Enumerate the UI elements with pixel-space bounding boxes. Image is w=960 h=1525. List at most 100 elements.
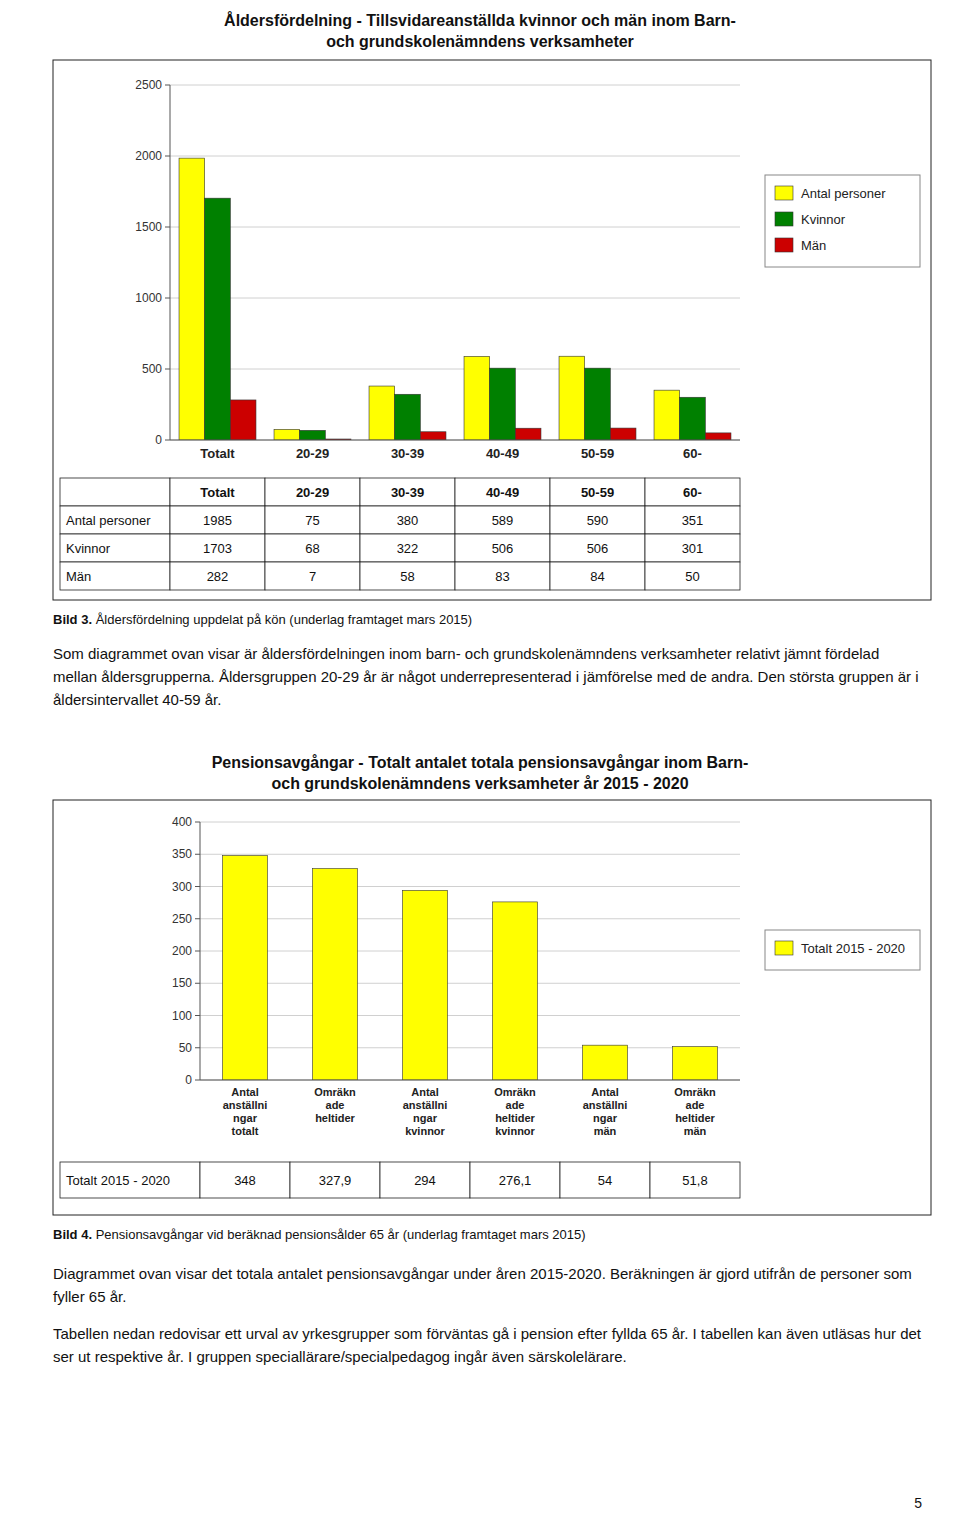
table-cell [265, 506, 360, 534]
table-cell [60, 562, 170, 590]
table-value: 327,9 [319, 1173, 352, 1188]
text-line: heltider [315, 1112, 355, 1124]
tick-mark [195, 983, 200, 984]
legend-label: Antal personer [801, 186, 886, 201]
bar [403, 890, 448, 1080]
bar [420, 432, 446, 440]
tick-mark [165, 298, 170, 299]
table-header: 60- [683, 485, 702, 500]
chart-title: Åldersfördelning - Tillsvidareanställda … [40, 10, 920, 52]
tick-label: 50 [179, 1041, 193, 1055]
grid-line [200, 918, 740, 919]
body-text: Diagrammet ovan visar det totala antalet… [53, 1262, 923, 1382]
table-cell [265, 478, 360, 506]
table-cell [170, 506, 265, 534]
text-line: 20-29 [296, 446, 329, 461]
grid-line [200, 1047, 740, 1048]
table-cell [550, 534, 645, 562]
table-value: 54 [598, 1173, 612, 1188]
text-line: ade [506, 1099, 525, 1111]
tick-label: 300 [172, 880, 192, 894]
table-cell [360, 562, 455, 590]
bar [395, 394, 421, 440]
table-row-label: Totalt 2015 - 2020 [66, 1173, 170, 1188]
bars [179, 158, 731, 440]
tick-label: 200 [172, 944, 192, 958]
legend: Totalt 2015 - 2020 [765, 930, 920, 970]
text-line: ngar [413, 1112, 438, 1124]
tick-mark [165, 369, 170, 370]
bar [583, 1045, 628, 1080]
table-cell [200, 1162, 290, 1198]
text-line: heltider [495, 1112, 535, 1124]
category-label: Totalt [200, 446, 235, 461]
table-cell [645, 478, 740, 506]
bar [369, 386, 395, 440]
chart: 050100150200250300350400Antalanställning… [53, 800, 931, 1215]
tick-mark [195, 1015, 200, 1016]
table-cell [360, 506, 455, 534]
table-cell [265, 562, 360, 590]
text-line: Antal [411, 1086, 439, 1098]
legend-swatch [775, 186, 793, 200]
table-value: 589 [492, 513, 514, 528]
tick-mark [195, 854, 200, 855]
text-line: 40-49 [486, 446, 519, 461]
bar [223, 856, 268, 1080]
x-axis-line [200, 1080, 740, 1081]
table-value: 7 [309, 569, 316, 584]
table-row-label: Män [66, 569, 91, 584]
bar [313, 869, 358, 1080]
table-header: 20-29 [296, 485, 329, 500]
caption: Bild 4. Pensionsavgångar vid beräknad pe… [53, 1227, 931, 1242]
legend-swatch [775, 212, 793, 226]
text-line: anställni [583, 1099, 628, 1111]
chart-frame [53, 60, 931, 600]
page-number: 5 [914, 1495, 922, 1511]
table-value: 276,1 [499, 1173, 532, 1188]
text-line: kvinnor [495, 1125, 535, 1137]
tick-mark [195, 886, 200, 887]
bars [223, 856, 718, 1080]
category-label: 40-49 [486, 446, 519, 461]
table-cell [60, 534, 170, 562]
tick-label: 0 [185, 1073, 192, 1087]
bar [490, 368, 516, 440]
text-line: anställni [223, 1099, 268, 1111]
bar [230, 400, 256, 440]
tick-label: 350 [172, 847, 192, 861]
legend-frame [765, 175, 920, 267]
text-line: ade [686, 1099, 705, 1111]
table-value: 506 [492, 541, 514, 556]
text-line: kvinnor [405, 1125, 445, 1137]
table-value: 590 [587, 513, 609, 528]
table-cell [380, 1162, 470, 1198]
category-label: 20-29 [296, 446, 329, 461]
y-axis-line [200, 822, 201, 1080]
table-cell [455, 534, 550, 562]
bar [705, 433, 731, 440]
bar [493, 902, 538, 1080]
bar [559, 356, 585, 440]
paragraph: Tabellen nedan redovisar ett urval av yr… [53, 1322, 923, 1368]
tick-label: 500 [142, 362, 162, 376]
table-cell [470, 1162, 560, 1198]
tick-label: 2500 [135, 78, 162, 92]
table-cell [60, 478, 170, 506]
page: 05001000150020002500Totalt20-2930-3940-4… [0, 0, 960, 1525]
table-header: 30-39 [391, 485, 424, 500]
bar [300, 430, 326, 440]
caption-label: Bild 4. [53, 1227, 92, 1242]
data-table: Totalt20-2930-3940-4950-5960-Antal perso… [60, 478, 740, 590]
table-cell [455, 562, 550, 590]
table-cell [560, 1162, 650, 1198]
paragraph: Diagrammet ovan visar det totala antalet… [53, 1262, 923, 1308]
chart-title: Pensionsavgångar - Totalt antalet totala… [40, 752, 920, 794]
legend-label: Totalt 2015 - 2020 [801, 941, 905, 956]
bar [673, 1047, 718, 1080]
table-value: 1703 [203, 541, 232, 556]
text-line: heltider [675, 1112, 715, 1124]
text-line: anställni [403, 1099, 448, 1111]
bar [179, 158, 205, 440]
tick-mark [165, 156, 170, 157]
